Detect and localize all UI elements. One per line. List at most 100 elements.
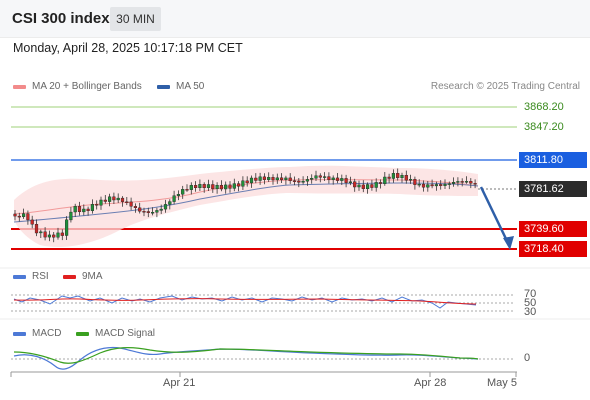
candle-body <box>206 184 211 188</box>
chart-header: CSI 300 index 30 MIN <box>0 0 590 38</box>
macd-swatch <box>13 331 26 336</box>
candle-body <box>249 177 254 184</box>
rsi-line <box>13 295 477 309</box>
candle-body <box>370 184 374 188</box>
rsi-swatch <box>13 274 26 279</box>
candle-body <box>348 181 352 183</box>
candle-body <box>297 180 301 183</box>
candle-body <box>56 232 60 238</box>
candle-body <box>361 184 365 189</box>
candle-body <box>271 177 275 181</box>
candle-body <box>26 213 30 221</box>
rsi-label-70: 70 <box>524 288 537 300</box>
x-tick-may5: May 5 <box>487 377 517 389</box>
candle-body <box>374 182 378 188</box>
candle-body <box>417 183 421 186</box>
candle-body <box>52 234 56 238</box>
credit-text: Research © 2025 Trading Central <box>430 81 580 92</box>
candle-body <box>39 231 43 234</box>
ma50-swatch <box>157 84 170 89</box>
candle-body <box>133 206 137 209</box>
candle-body <box>404 174 408 181</box>
chart-datetime: Monday, April 28, 2025 10:17:18 PM CET <box>13 41 243 55</box>
candle-body <box>439 184 443 186</box>
candle-body <box>125 201 129 204</box>
candle-body <box>13 213 17 217</box>
candle-body <box>103 199 107 202</box>
candle-body <box>168 201 172 205</box>
candle-body <box>64 219 69 236</box>
forecast-arrow-shaft <box>479 186 510 244</box>
macd-signal-swatch <box>76 331 89 336</box>
candle-body <box>73 206 77 213</box>
candle-body <box>391 173 395 179</box>
candle-body <box>275 177 279 181</box>
candle-body <box>327 176 331 180</box>
rsi-ma-swatch <box>63 274 76 279</box>
candle-body <box>138 207 142 212</box>
candle-body <box>323 176 327 178</box>
candle-body <box>116 197 120 201</box>
candle-body <box>400 174 404 178</box>
candle-body <box>95 204 99 206</box>
level-label-3811: 3811.80 <box>519 152 587 168</box>
candle-body <box>314 175 318 179</box>
candle-body <box>198 184 202 189</box>
level-label-3739: 3739.60 <box>519 221 587 237</box>
candle-body <box>17 215 21 218</box>
timeframe-button[interactable]: 30 MIN <box>110 7 161 31</box>
last-price-label: 3781.62 <box>519 181 587 197</box>
candle-body <box>331 177 335 180</box>
candle-body <box>60 232 64 236</box>
candle-body <box>245 180 249 184</box>
candle-body <box>310 177 314 180</box>
x-tick-apr21: Apr 21 <box>163 377 196 389</box>
candle-body <box>90 204 94 211</box>
macd-line <box>13 346 479 370</box>
candle-body <box>163 204 168 210</box>
candle-body <box>120 197 125 202</box>
candle-body <box>460 181 464 183</box>
candle-body <box>456 181 460 183</box>
level-label-3718: 3718.40 <box>519 241 587 257</box>
candle-body <box>366 184 370 190</box>
instrument-title: CSI 300 index <box>12 10 110 27</box>
candle-body <box>267 177 271 180</box>
legend-bollinger: MA 20 + Bollinger Bands <box>13 81 142 92</box>
candle-body <box>211 184 215 190</box>
candle-body <box>22 213 26 217</box>
candle-body <box>288 177 292 181</box>
macd-zero-label: 0 <box>524 352 531 364</box>
legend-macd-label: MACD <box>32 328 62 339</box>
candle-body <box>305 179 309 182</box>
candle-body <box>232 183 236 189</box>
candle-body <box>181 189 185 195</box>
x-tick-apr28: Apr 28 <box>414 377 447 389</box>
candle-body <box>413 178 417 185</box>
candle-body <box>228 184 232 189</box>
candle-body <box>82 208 86 213</box>
candle-body <box>112 196 116 201</box>
candle-body <box>387 176 391 179</box>
level-label-3847: 3847.20 <box>524 121 564 133</box>
ma50-line <box>13 182 479 223</box>
candle-body <box>193 185 198 189</box>
candle-body <box>150 211 155 214</box>
rsi-ma-line <box>13 298 477 305</box>
candle-body <box>142 210 146 213</box>
level-label-3868: 3868.20 <box>524 101 564 113</box>
legend-ma50-label: MA 50 <box>176 81 205 92</box>
candle-body <box>292 180 297 182</box>
candle-body <box>202 184 206 189</box>
candle-body <box>99 199 103 206</box>
candle-body <box>34 223 39 234</box>
candle-body <box>86 208 90 211</box>
candle-body <box>318 175 322 178</box>
candle-body <box>357 184 361 188</box>
candle-body <box>254 177 258 181</box>
candle-body <box>452 181 456 184</box>
legend-rsi-label: RSI <box>32 271 49 282</box>
candle-body <box>434 184 438 187</box>
candle-body <box>30 219 34 225</box>
candle-body <box>344 178 348 183</box>
